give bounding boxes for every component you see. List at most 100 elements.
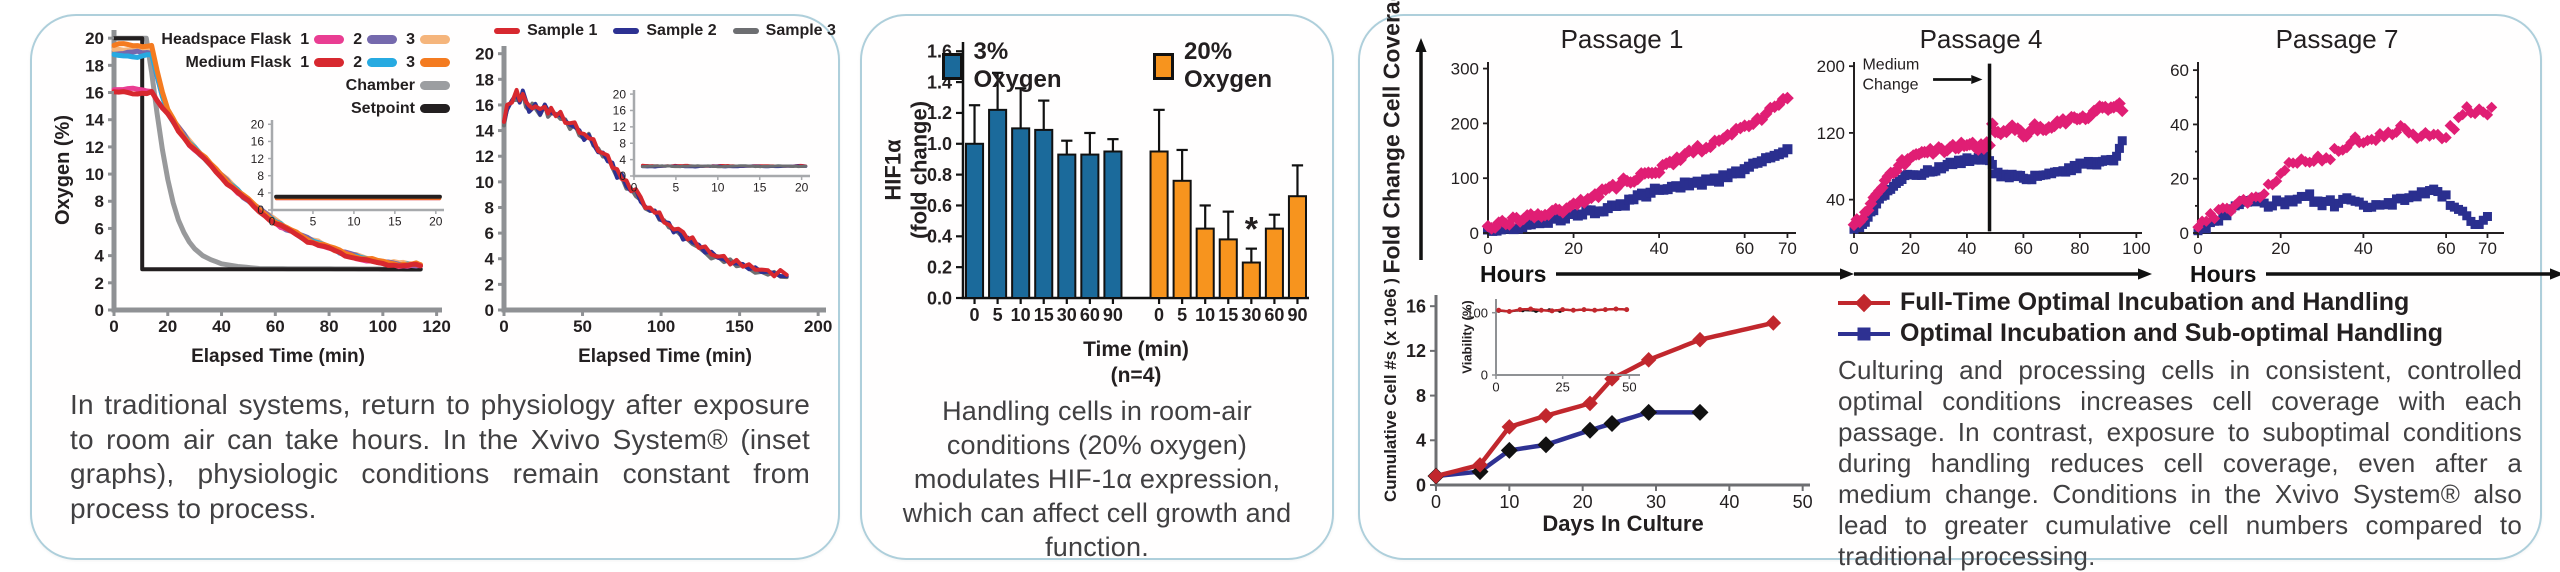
panel2-caption: Handling cells in room-air conditions (2… — [902, 396, 1292, 563]
svg-text:20: 20 — [613, 87, 627, 101]
svg-text:50: 50 — [573, 317, 592, 336]
svg-text:0: 0 — [269, 214, 276, 228]
legend-item: Sample 2 — [613, 22, 717, 40]
svg-text:0.0: 0.0 — [927, 288, 952, 308]
hours-axis-arrow — [2266, 268, 2560, 280]
svg-text:50: 50 — [1793, 492, 1813, 512]
svg-text:Elapsed Time (min): Elapsed Time (min) — [191, 346, 365, 367]
svg-text:0: 0 — [95, 301, 104, 320]
svg-text:200: 200 — [1817, 57, 1845, 76]
svg-text:100: 100 — [369, 317, 397, 336]
svg-text:0.4: 0.4 — [927, 227, 952, 247]
svg-text:8: 8 — [485, 198, 494, 217]
svg-text:8: 8 — [95, 192, 104, 211]
svg-text:10: 10 — [1011, 305, 1031, 325]
svg-text:16: 16 — [85, 83, 104, 102]
legend-row: Medium Flask 1 2 3 — [161, 51, 450, 74]
legend-row: Setpoint — [161, 97, 450, 120]
legend-label: 1 — [300, 53, 310, 71]
legend-swatch — [420, 58, 450, 67]
svg-text:8: 8 — [257, 169, 264, 183]
svg-text:0: 0 — [970, 305, 980, 325]
svg-text:0: 0 — [619, 169, 626, 183]
svg-text:4: 4 — [95, 247, 105, 266]
svg-text:0: 0 — [2180, 224, 2189, 243]
svg-text:0: 0 — [1492, 379, 1499, 394]
svg-text:5: 5 — [993, 305, 1003, 325]
svg-text:1.2: 1.2 — [927, 103, 952, 123]
svg-text:0: 0 — [1416, 475, 1426, 495]
svg-text:200: 200 — [1451, 114, 1479, 133]
legend-label: 2 — [353, 30, 363, 48]
legend-label: 3 — [406, 30, 415, 48]
svg-text:120: 120 — [422, 317, 450, 336]
svg-text:200: 200 — [804, 317, 832, 336]
legend-swatch — [942, 52, 964, 80]
svg-text:60: 60 — [2170, 61, 2189, 80]
passage1-block: Passage 1 0 20 40 60 70 0 100 200 300 Hours — [1436, 24, 1855, 287]
svg-text:15: 15 — [388, 214, 402, 228]
legend-label: 20% Oxygen — [1184, 38, 1273, 93]
svg-text:20: 20 — [2271, 239, 2290, 258]
handling-legend: Full-Time Optimal Incubation and Handlin… — [1836, 287, 2526, 349]
legend-label: 3 — [406, 53, 415, 71]
panel-cell-coverage-passages: Fold Change Cell Coverage Passage 1 0 20 4… — [1358, 0, 2560, 571]
oxygen-xvivo-chart-wrap: 0 50 100 150 200 0 2 4 6 8 10 12 14 16 18 20 Elapsed Tim… — [454, 20, 836, 370]
svg-text:0: 0 — [109, 317, 118, 336]
oxygen-traditional-chart-wrap: 0 20 40 60 80 100 120 0 2 4 6 8 10 12 14 16 18 20 Elapsed … — [44, 20, 451, 370]
svg-text:Viability (%): Viability (%) — [1460, 300, 1475, 373]
legend-swatch — [1152, 52, 1174, 80]
svg-text:2: 2 — [95, 274, 104, 293]
hours-axis-arrow — [1556, 268, 1855, 280]
svg-text:Medium: Medium — [1862, 57, 1919, 74]
svg-text:12: 12 — [251, 152, 265, 166]
svg-text:0: 0 — [1481, 368, 1488, 383]
svg-text:0: 0 — [1470, 224, 1479, 243]
panel3-caption: Culturing and processing cells in consis… — [1838, 355, 2522, 571]
svg-text:Change: Change — [1862, 77, 1918, 94]
svg-text:10: 10 — [85, 165, 104, 184]
legend-swatch — [314, 35, 345, 44]
svg-text:20: 20 — [429, 214, 443, 228]
oxygen-legend: Headspace Flask 1 2 3 Medium Flask 1 2 3 Chamber… — [161, 28, 450, 120]
legend-swatch — [420, 104, 450, 113]
svg-text:4: 4 — [1416, 431, 1426, 451]
svg-text:90: 90 — [1103, 305, 1123, 325]
legend-label: Sample 3 — [765, 22, 836, 39]
oxygen-condition-legend: 3% Oxygen 20% Oxygen — [942, 38, 1322, 94]
svg-text:20: 20 — [1901, 239, 1920, 258]
svg-text:30: 30 — [1241, 305, 1261, 325]
legend-label: Sample 1 — [527, 22, 598, 39]
hif1a-bar-chart: 0.00.20.40.60.81.01.21.41.60 5 10 15 30 60 90 0… — [881, 42, 1309, 387]
svg-text:60: 60 — [1264, 305, 1284, 325]
legend-row: Headspace Flask 1 2 3 — [161, 28, 450, 51]
svg-text:60: 60 — [2437, 239, 2456, 258]
svg-text:40: 40 — [212, 317, 231, 336]
legend-label: Chamber — [345, 76, 415, 94]
passage7-block: Passage 7 0 20 40 60 70 0 20 40 60 Hours — [2154, 24, 2560, 287]
svg-text:0.2: 0.2 — [927, 257, 952, 277]
legend-item: Optimal Incubation and Sub-optimal Handl… — [1836, 318, 2526, 349]
svg-text:20: 20 — [475, 45, 494, 64]
svg-text:60: 60 — [2014, 239, 2033, 258]
hours-axis-arrow — [1854, 268, 2152, 280]
svg-text:18: 18 — [85, 56, 104, 75]
panel-traditional-vs-xvivo-oxygen: 0 20 40 60 80 100 120 0 2 4 6 8 10 12 14 16 18 20 Elapsed … — [30, 14, 840, 560]
svg-text:60: 60 — [266, 317, 285, 336]
svg-text:70: 70 — [2478, 239, 2497, 258]
svg-text:40: 40 — [2170, 115, 2189, 134]
samples-legend: Sample 1 Sample 2 Sample 3 — [494, 22, 836, 40]
svg-text:100: 100 — [1451, 169, 1479, 188]
svg-text:16: 16 — [1406, 296, 1426, 316]
legend-label: Setpoint — [351, 99, 415, 117]
svg-text:20: 20 — [795, 180, 809, 194]
svg-text:10: 10 — [475, 173, 494, 192]
svg-text:Days In Culture: Days In Culture — [1542, 511, 1703, 536]
legend-label: 3% Oxygen — [973, 38, 1062, 93]
legend-label: Headspace Flask — [161, 30, 292, 48]
svg-text:14: 14 — [85, 111, 104, 130]
svg-text:15: 15 — [1034, 305, 1054, 325]
legend-swatch — [420, 81, 450, 90]
